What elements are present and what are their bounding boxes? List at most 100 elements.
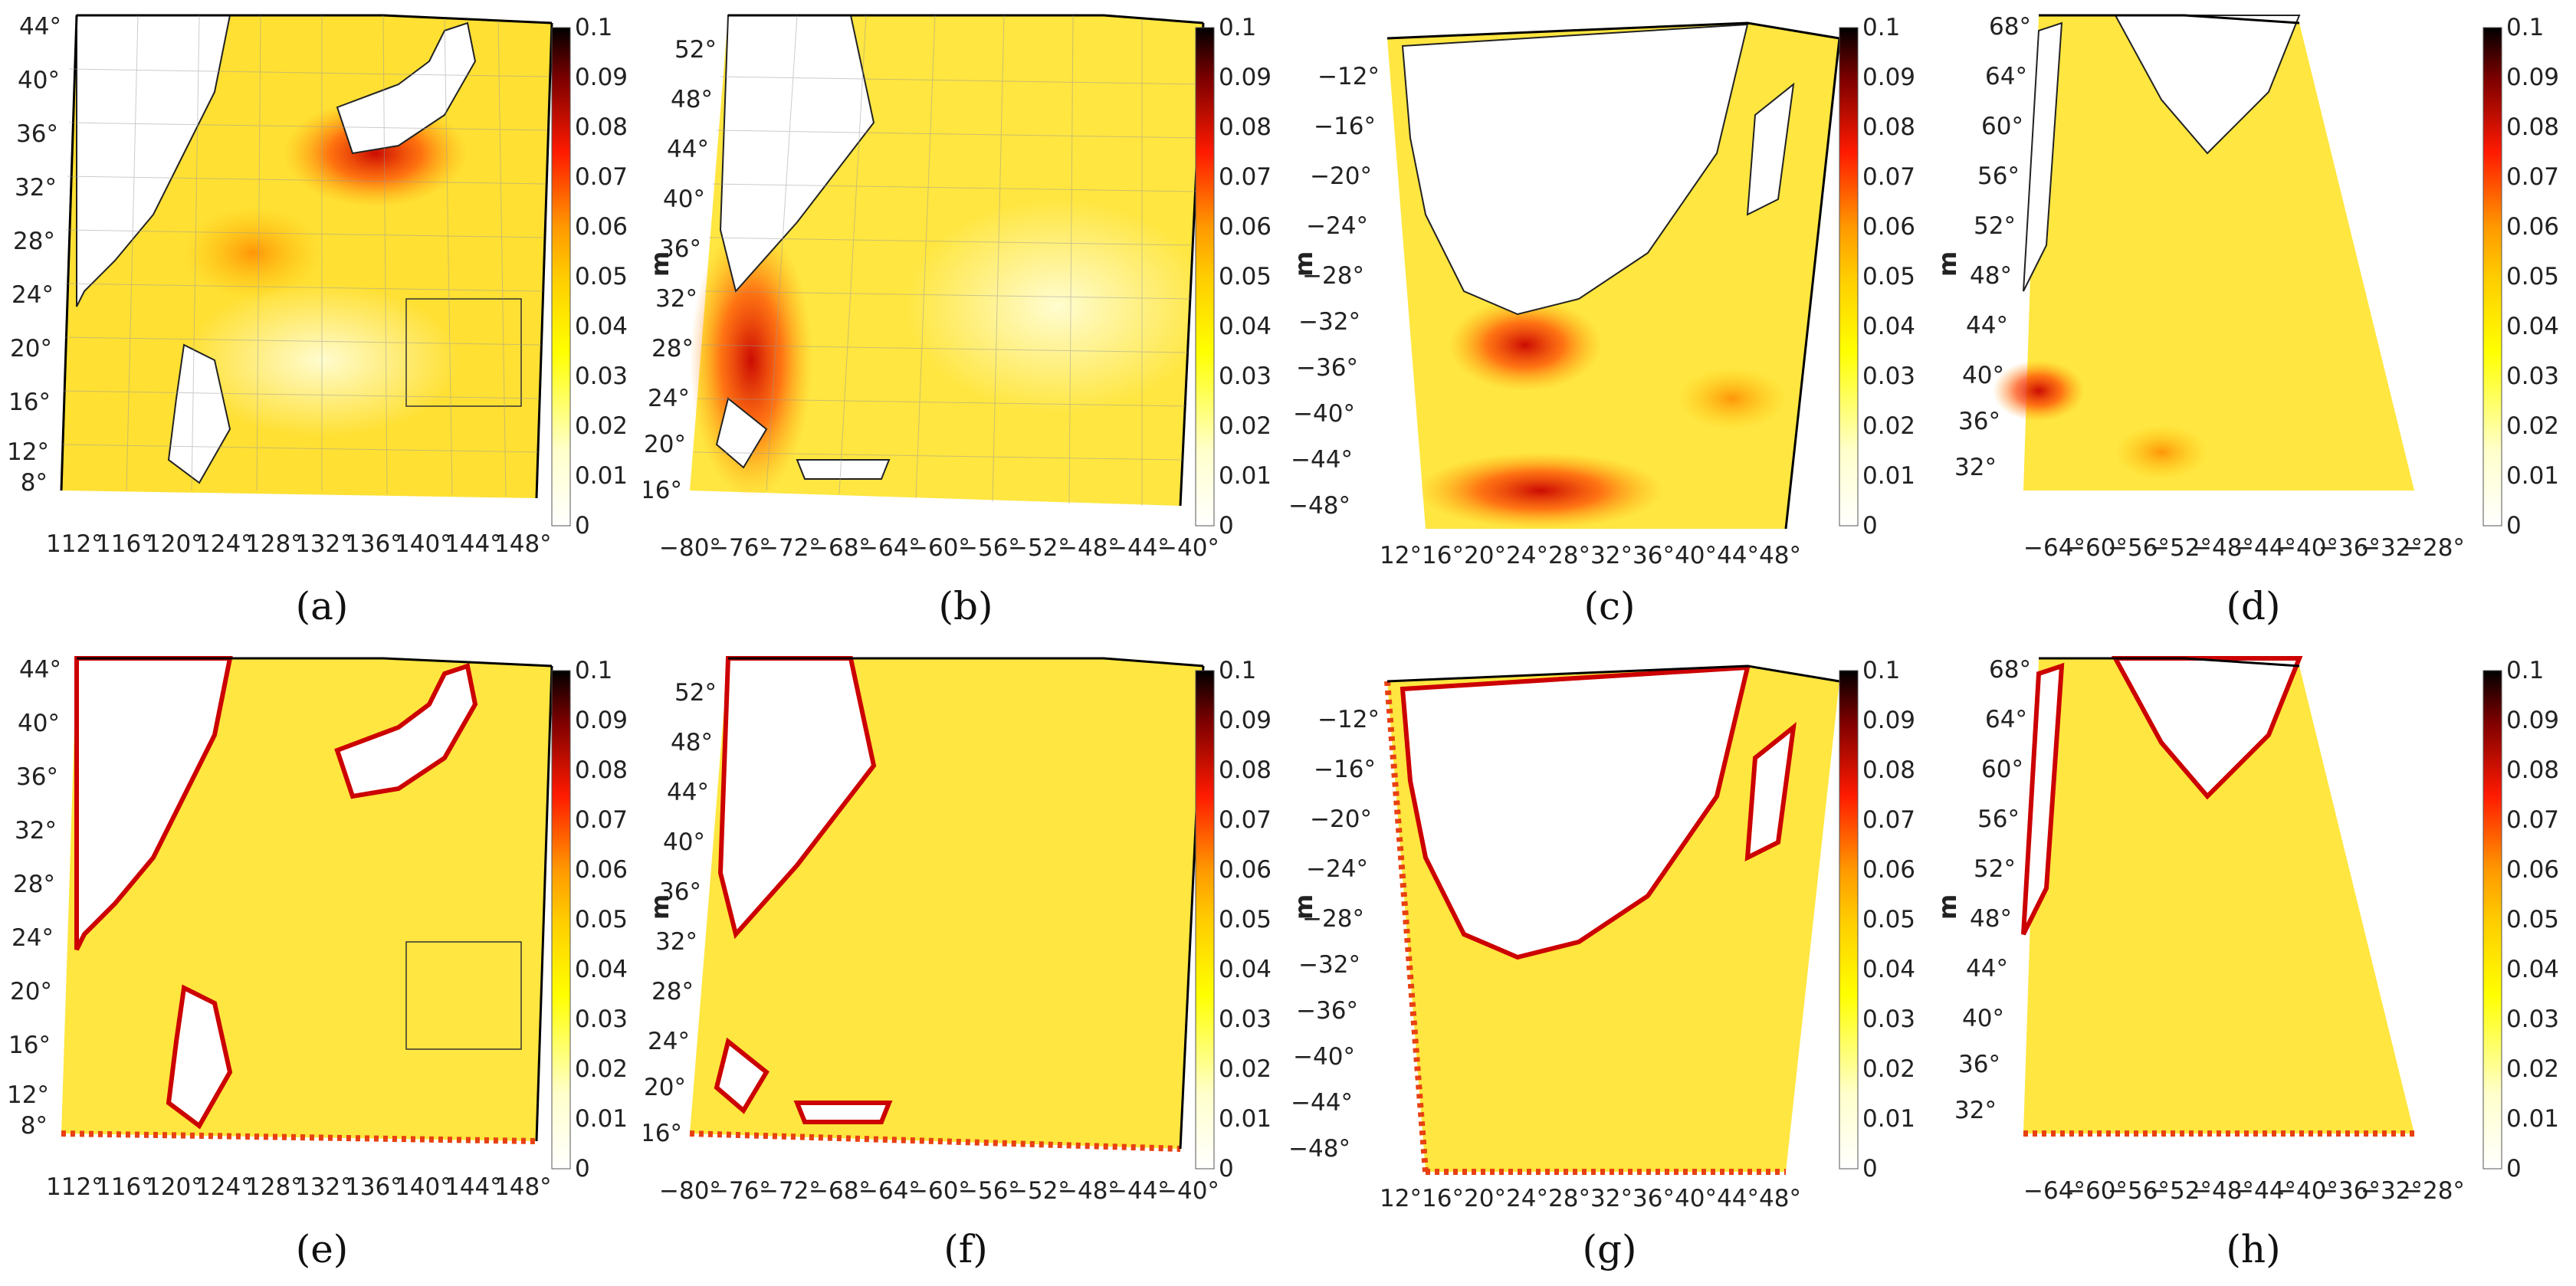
colorbar: 0.1 0.09 0.08 0.07 0.06 0.05 0.04 0.03 0.02 0.01 0… <box>2482 658 2559 1183</box>
colorbar-tick: 0.03 <box>575 1006 628 1033</box>
lon-ticks: 12° 16° 20° 24° 28° 32° 36° 40° 44° 48° <box>1380 542 1801 569</box>
lon-tick: −32° <box>2361 1177 2423 1205</box>
lat-tick: 60° <box>1981 113 2023 140</box>
colorbar-tick: 0.04 <box>2506 313 2559 340</box>
colorbar-tick: 0 <box>1862 512 1878 540</box>
lat-tick: 64° <box>1985 706 2027 733</box>
warm-region <box>1679 368 1786 429</box>
colorbar-tick: 0.02 <box>1862 412 1915 440</box>
region-box <box>405 298 522 407</box>
colorbar: 0.1 0.09 0.08 0.07 0.06 0.05 0.04 0.03 0.02 0.01 0… <box>1839 658 1962 1183</box>
colorbar-tick: 0.08 <box>1862 756 1915 784</box>
land-greenland <box>2111 656 2303 800</box>
lat-tick: 56° <box>1977 805 2020 833</box>
lat-tick: 28° <box>13 871 55 898</box>
map-g: −12° −16° −20° −24° −28° −32° −36° −40° … <box>1288 664 1840 1212</box>
colorbar-tick: 0.02 <box>2506 1055 2559 1083</box>
lon-tick: −28° <box>2403 1177 2465 1205</box>
colorbar-tick: 0.1 <box>1862 658 1900 684</box>
lon-tick: 12° <box>1380 1185 1422 1212</box>
land-florida <box>715 397 768 469</box>
colorbar-gradient <box>1195 670 1215 1170</box>
lon-tick: 140° <box>395 1173 452 1201</box>
lon-tick: −40° <box>2276 1177 2338 1205</box>
colorbar-tick: 0.08 <box>2506 756 2559 784</box>
subfigure-label: (h) <box>2226 1227 2281 1271</box>
colorbar-tick: 0.07 <box>1862 163 1915 191</box>
lon-tick: −80° <box>659 534 721 562</box>
map-h: 68° 64° 60° 56° 52° 48° 44° 40° 36° 32° … <box>1954 656 2465 1205</box>
lon-tick: 128° <box>245 1173 303 1201</box>
lon-tick: 144° <box>445 530 502 558</box>
lat-tick: 40° <box>663 828 705 856</box>
region-box <box>405 941 522 1050</box>
colorbar: 0.1 0.09 0.08 0.07 0.06 0.05 0.04 0.03 0.02 0.01 0… <box>2482 15 2559 540</box>
colorbar-tick: 0.06 <box>1862 213 1915 241</box>
lat-tick: −32° <box>1298 308 1360 336</box>
lon-tick: 48° <box>1759 1185 1801 1212</box>
lon-tick: −36° <box>2318 1177 2381 1205</box>
colorbar-tick: 0.07 <box>2506 163 2559 191</box>
lat-tick: 16° <box>644 477 682 504</box>
subfigure-label: (e) <box>295 1227 349 1271</box>
colorbar-tick: 0.05 <box>1219 906 1272 933</box>
lat-tick: 32° <box>655 285 697 313</box>
colorbar-tick: 0.1 <box>575 15 612 41</box>
lon-tick: 124° <box>195 1173 253 1201</box>
lon-tick: −28° <box>2403 534 2465 562</box>
lat-tick: 44° <box>667 136 709 163</box>
lat-tick: −12° <box>1318 63 1380 90</box>
colorbar-tick: 0.08 <box>575 756 628 784</box>
colorbar-tick: 0 <box>2506 512 2522 540</box>
lon-tick: −44° <box>2234 534 2296 562</box>
colorbar-unit: m <box>1289 894 1318 920</box>
colorbar-tick: 0.06 <box>1219 213 1272 241</box>
lon-tick: −40° <box>1157 534 1219 562</box>
colorbar-tick: 0.09 <box>2506 64 2559 91</box>
map-border-right <box>535 22 553 499</box>
lat-tick: 24° <box>648 1028 690 1055</box>
colorbar-tick: 0.09 <box>1862 707 1915 734</box>
colorbar-tick: 0.03 <box>1219 1006 1272 1033</box>
land-africa <box>1401 23 1749 316</box>
lon-tick: 124° <box>195 530 253 558</box>
lon-tick: 40° <box>1675 542 1717 569</box>
colorbar-tick: 0.05 <box>2506 906 2559 933</box>
lat-tick: 36° <box>16 763 58 791</box>
colorbar-tick: 0.06 <box>2506 856 2559 884</box>
lon-tick: −56° <box>2108 1177 2170 1205</box>
lon-tick: −48° <box>2192 534 2254 562</box>
lon-tick: −64° <box>2023 534 2085 562</box>
colorbar-tick: 0.03 <box>1219 363 1272 390</box>
lat-tick: 20° <box>644 431 686 458</box>
ocean-field <box>2023 658 2414 1133</box>
land-africa <box>1400 664 1751 960</box>
lat-tick: 52° <box>674 36 717 64</box>
colorbar-tick: 0.05 <box>1219 263 1272 290</box>
colorbar-tick: 0.09 <box>1862 64 1915 91</box>
lon-tick: −76° <box>709 534 771 562</box>
lat-tick: 52° <box>1974 855 2016 883</box>
lon-tick: −56° <box>958 534 1020 562</box>
colorbar-tick: 0.05 <box>2506 263 2559 290</box>
panel-a: 44° 40° 36° 32° 28° 24° 20° 16° 12° 8° 1… <box>0 0 644 643</box>
lat-tick: 44° <box>19 656 61 684</box>
boundary-strip <box>61 1130 537 1144</box>
hotspot-south <box>1418 452 1663 529</box>
lat-tick: −24° <box>1306 212 1368 240</box>
colorbar-tick: 0.01 <box>1219 1105 1272 1133</box>
lon-tick: −48° <box>1058 534 1120 562</box>
lat-tick: 20° <box>644 1074 686 1101</box>
land-japan <box>334 663 478 799</box>
colorbar-gradient <box>1839 670 1859 1170</box>
lon-tick: −72° <box>759 534 821 562</box>
map-border-right <box>535 665 553 1142</box>
lon-tick: −52° <box>1008 534 1070 562</box>
land-madagascar <box>1744 721 1797 862</box>
lon-tick: 132° <box>295 530 353 558</box>
colorbar-tick: 0.07 <box>1862 806 1915 834</box>
lon-tick: 116° <box>96 530 153 558</box>
colorbar-tick: 0.08 <box>575 113 628 141</box>
lon-tick: −36° <box>2318 534 2381 562</box>
lat-tick: 48° <box>1970 905 2012 933</box>
